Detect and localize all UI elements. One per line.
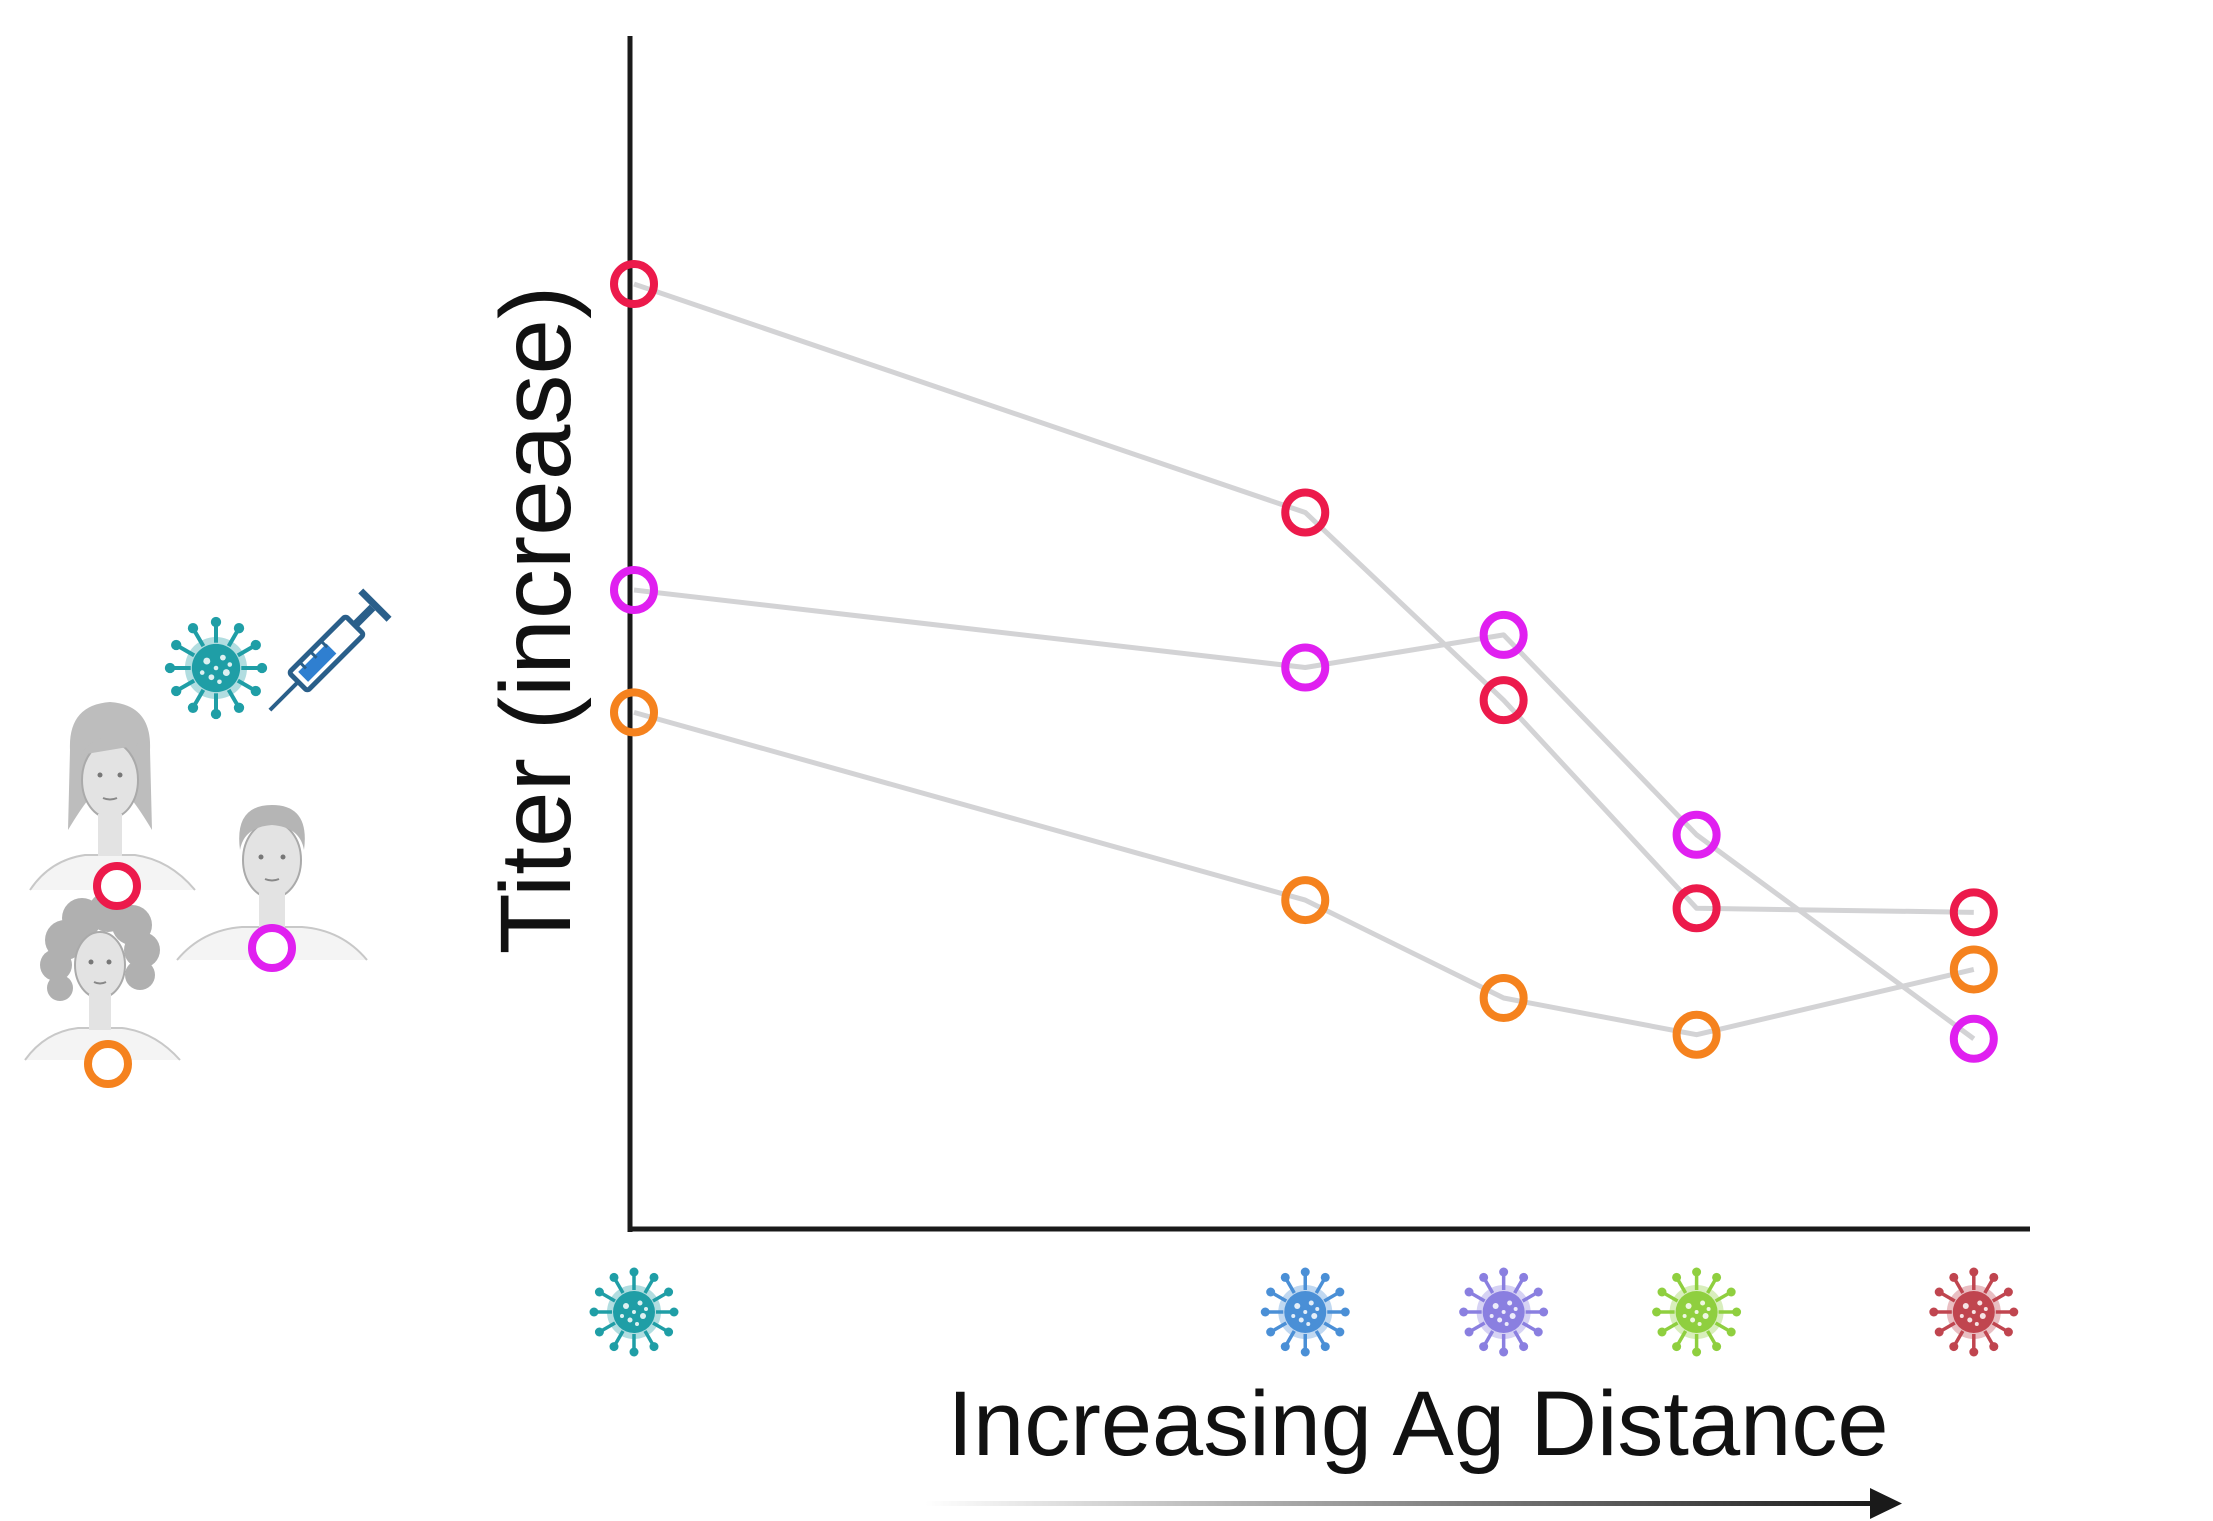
series-lines xyxy=(633,281,1976,1041)
x-tick-3-virus-icon xyxy=(1650,1265,1743,1359)
series-1-point-4 xyxy=(1949,1014,1998,1063)
x-tick-0-virus-icon xyxy=(587,1265,681,1359)
legend xyxy=(24,588,392,1088)
series-2-point-0 xyxy=(610,688,658,737)
series-0-point-2 xyxy=(1479,676,1528,725)
vaccine-virus-icon xyxy=(165,617,267,719)
series-0-point-4 xyxy=(1949,888,1998,937)
series-2-point-4 xyxy=(1949,945,1998,994)
x-axis-label: Increasing Ag Distance xyxy=(948,1373,1889,1475)
increasing-arrow-head xyxy=(1870,1488,1902,1519)
series-1-point-0 xyxy=(610,566,658,614)
y-axis-label: Titer (increase) xyxy=(480,286,592,955)
legend-marker-woman-avatar-icon xyxy=(93,862,141,910)
x-tick-4-virus-icon xyxy=(1927,1265,2021,1359)
curly-hair-woman-avatar-icon xyxy=(24,892,181,1061)
series-2-point-2 xyxy=(1479,974,1528,1022)
increasing-arrow-shaft xyxy=(925,1501,1875,1506)
series-1-point-3 xyxy=(1672,810,1721,859)
series-0-line xyxy=(633,281,1974,915)
series-2-point-1 xyxy=(1281,876,1330,925)
x-tick-icons xyxy=(587,1265,2021,1359)
series-2-line xyxy=(633,709,1975,1038)
series-0-point-1 xyxy=(1281,488,1330,537)
x-tick-2-virus-icon xyxy=(1457,1265,1550,1359)
legend-marker-man-avatar-icon xyxy=(248,924,296,972)
legend-marker-curly-hair-woman-avatar-icon xyxy=(84,1040,132,1088)
series-1-point-2 xyxy=(1479,610,1528,659)
syringe-icon xyxy=(268,588,392,712)
series-1-line xyxy=(633,587,1976,1041)
series-1-point-1 xyxy=(1281,643,1330,692)
woman-avatar-icon xyxy=(29,702,196,891)
series-0-point-3 xyxy=(1672,884,1721,933)
series-0-point-0 xyxy=(610,260,658,308)
series-2-point-3 xyxy=(1672,1010,1721,1059)
series-points xyxy=(610,260,1998,1063)
x-tick-1-virus-icon xyxy=(1259,1265,1352,1359)
